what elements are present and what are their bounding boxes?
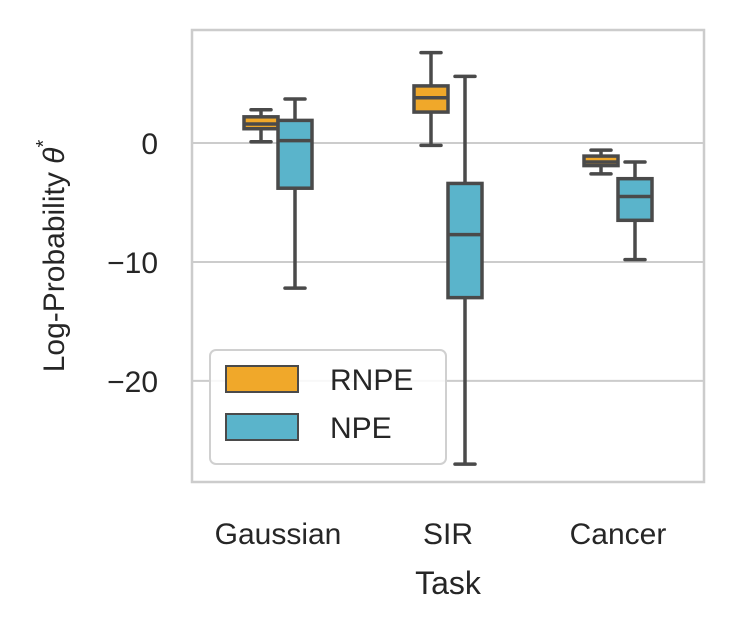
x-tick-labels: Gaussian SIR Cancer [215,518,667,551]
x-axis-label: Task [415,565,482,601]
box-rnpe-gaussian [242,107,280,144]
x-tick-label: Cancer [570,518,667,551]
y-axis-label-main: Log-Probability [38,164,71,372]
plot-frame [190,28,706,484]
y-axis-label-symbol: θ [38,147,71,164]
legend-label-rnpe: RNPE [330,364,413,397]
box-npe-sir [446,74,484,466]
box-series [242,50,654,466]
box-iqr [276,118,314,190]
box-npe-cancer [616,160,654,262]
y-tick-label: −10 [107,247,158,280]
legend-label-npe: NPE [330,412,392,445]
box-iqr [446,181,484,300]
box-rnpe-sir [412,50,450,148]
y-tick-label: −20 [107,366,158,399]
box-iqr [616,176,654,223]
x-tick-label: SIR [423,518,473,551]
y-axis-label: Log-Probability θ* [33,140,71,373]
legend: RNPE NPE [209,349,447,465]
y-tick-label: 0 [141,128,158,161]
box-rnpe-cancer [582,148,620,176]
y-axis-label-sup: * [33,140,55,148]
x-tick-label: Gaussian [215,518,342,551]
box-npe-gaussian [276,97,314,290]
legend-swatch-npe [225,413,299,441]
y-tick-labels: 0 −10 −20 [107,128,158,399]
legend-swatch-rnpe [225,365,299,393]
